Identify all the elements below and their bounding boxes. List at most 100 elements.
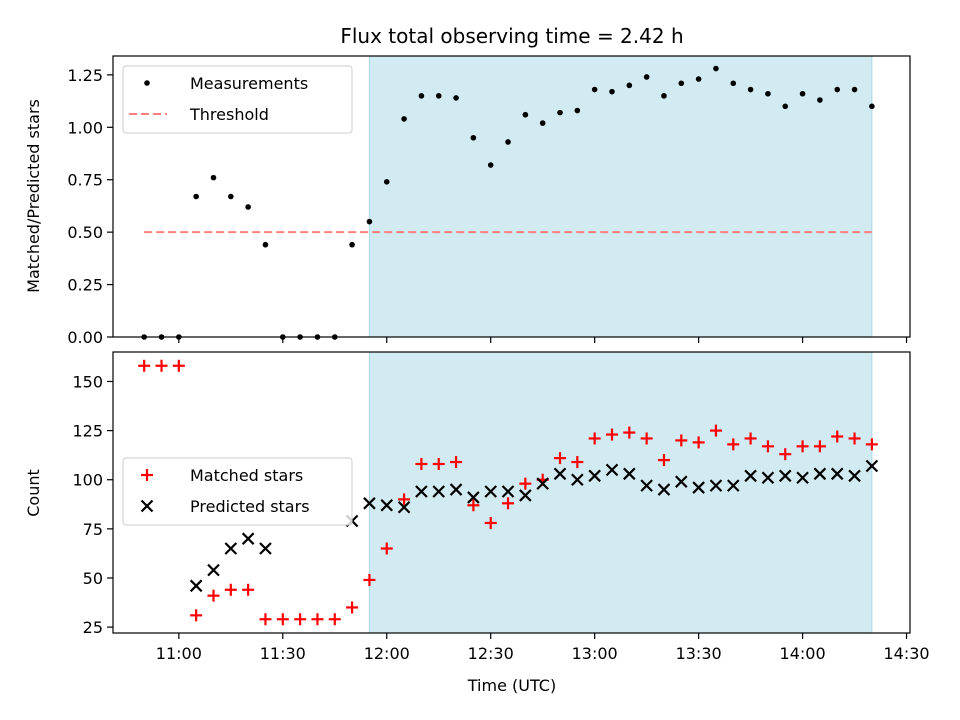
- matched-stars-point: [294, 613, 307, 626]
- x-stroke: [449, 483, 463, 496]
- measurement-point: [626, 82, 633, 89]
- x-stroke: [640, 479, 653, 492]
- top-shaded-span: [369, 56, 872, 337]
- bottom-ytick-label: 100: [72, 471, 103, 490]
- x-stroke: [778, 469, 792, 483]
- matched-stars-point: [813, 440, 826, 453]
- matched-stars-point: [657, 454, 670, 467]
- measurement-point: [713, 65, 719, 72]
- predicted-stars-point: [571, 473, 584, 487]
- x-stroke: [501, 485, 515, 498]
- matched-stars-point: [380, 542, 393, 555]
- predicted-stars-point: [796, 471, 809, 485]
- matched-stars-point: [502, 497, 515, 510]
- matched-stars-point: [311, 613, 324, 626]
- bottom-xtick-label: 14:00: [780, 644, 826, 663]
- measurement-point: [643, 74, 650, 80]
- measurement-point: [470, 134, 477, 141]
- x-stroke: [726, 479, 740, 492]
- predicted-stars-point: [830, 467, 844, 481]
- x-stroke: [432, 485, 446, 498]
- measurement-point: [245, 204, 251, 210]
- bottom-shaded-span: [369, 352, 872, 633]
- bottom-xtick-label: 14:30: [883, 644, 929, 663]
- measurement-point: [210, 174, 217, 181]
- predicted-stars-point: [605, 463, 619, 477]
- top-ytick-label: 0.00: [67, 328, 103, 347]
- predicted-stars-point: [657, 483, 671, 496]
- measurement-point: [557, 109, 563, 116]
- top-ytick-label: 0.75: [67, 171, 103, 190]
- bottom-chart-xlabel: Time (UTC): [467, 676, 556, 695]
- predicted-stars-point: [726, 479, 740, 492]
- matched-stars-point: [709, 424, 722, 437]
- matched-stars-point: [779, 448, 792, 461]
- predicted-stars-point: [189, 579, 203, 593]
- predicted-stars-point: [848, 469, 861, 483]
- matched-stars-point: [363, 573, 376, 586]
- x-stroke: [380, 498, 394, 512]
- bottom-chart-plot: 25 50 75 100 125 150 11:00 11:30 12:00 12:30 13:00…: [72, 351, 930, 663]
- measurement-point: [851, 86, 858, 93]
- matched-stars-point: [415, 458, 428, 471]
- predicted-stars-point: [709, 479, 723, 492]
- x-stroke: [189, 579, 203, 593]
- measurement-point: [262, 241, 269, 248]
- predicted-stars-point: [553, 467, 567, 481]
- predicted-stars-point: [259, 542, 272, 555]
- bottom-legend-box: [122, 457, 353, 526]
- matched-stars-point: [519, 477, 532, 490]
- matched-stars-point: [138, 359, 151, 372]
- legend-label: Matched stars: [190, 466, 303, 485]
- bottom-ytick-label: 50: [83, 569, 103, 588]
- bottom-ytick-label: 25: [83, 618, 103, 637]
- measurement-point: [349, 241, 355, 248]
- x-stroke: [259, 542, 272, 555]
- top-ytick-label: 1.25: [67, 66, 103, 85]
- x-stroke: [865, 459, 879, 473]
- predicted-stars-point: [397, 500, 411, 514]
- predicted-stars-point: [813, 467, 827, 481]
- predicted-stars-point: [761, 471, 775, 485]
- measurement-point: [747, 86, 754, 93]
- measurement-point: [383, 179, 390, 185]
- predicted-stars-point: [865, 459, 879, 473]
- predicted-stars-point: [380, 498, 394, 512]
- matched-stars-point: [242, 583, 255, 596]
- x-stroke: [553, 467, 567, 481]
- predicted-stars-point: [224, 542, 238, 555]
- matched-stars-point: [224, 583, 237, 596]
- predicted-stars-point: [536, 477, 549, 490]
- measurement-point: [366, 218, 373, 225]
- bottom-legend: Matched stars Predicted stars: [122, 457, 353, 526]
- measurement-point: [591, 86, 598, 93]
- x-stroke: [761, 471, 775, 485]
- measurement-point: [453, 95, 459, 101]
- matched-stars-point: [276, 613, 289, 626]
- x-stroke: [830, 467, 844, 481]
- legend-x-marker: [140, 499, 154, 513]
- x-stroke: [692, 481, 705, 494]
- legend-dot-marker: [144, 80, 150, 86]
- bottom-axes-frame: [112, 351, 911, 634]
- matched-stars-point: [640, 432, 653, 445]
- top-ytick-label: 0.50: [67, 223, 103, 242]
- predicted-stars-point: [623, 467, 636, 481]
- measurement-point: [678, 80, 685, 87]
- x-stroke: [571, 473, 584, 487]
- measurement-point: [228, 193, 234, 200]
- matched-stars-point: [727, 438, 740, 451]
- predicted-stars-point: [415, 485, 428, 498]
- measurement-point: [730, 80, 737, 87]
- predicted-stars-point: [467, 491, 480, 504]
- bottom-xtick-label: 12:30: [468, 644, 514, 663]
- bottom-xtick-label: 12:00: [364, 644, 410, 663]
- predicted-stars-point: [363, 497, 376, 510]
- bottom-xtick-label: 11:30: [260, 644, 306, 663]
- matched-stars-point: [328, 613, 341, 626]
- x-stroke: [744, 469, 757, 483]
- bottom-xtick-label: 13:30: [676, 644, 722, 663]
- legend-label: Measurements: [190, 74, 308, 93]
- x-stroke: [467, 491, 480, 504]
